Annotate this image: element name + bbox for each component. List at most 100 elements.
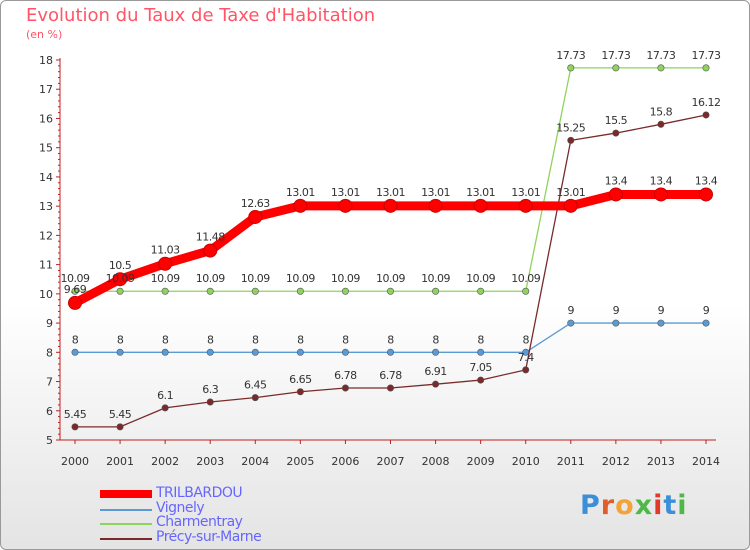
legend-swatch-charmentray xyxy=(100,523,152,525)
series-point-3 xyxy=(612,129,620,137)
data-label-3: 5.45 xyxy=(109,408,132,421)
data-label-0: 13.01 xyxy=(511,186,540,199)
series-point-3 xyxy=(341,384,349,392)
series-point-0 xyxy=(68,295,82,310)
y-tick-label: 12 xyxy=(39,229,53,242)
data-label-1: 9 xyxy=(568,304,575,317)
legend-swatch-vignely xyxy=(100,509,152,511)
legend-label-charmentray: Charmentray xyxy=(156,514,243,530)
series-point-3 xyxy=(702,111,710,119)
data-label-1: 8 xyxy=(297,333,304,346)
series-point-1 xyxy=(702,319,710,327)
series-point-0 xyxy=(158,256,173,271)
logo-letter: o xyxy=(615,490,635,521)
series-point-3 xyxy=(657,120,665,128)
series-point-3 xyxy=(161,404,169,412)
series-point-3 xyxy=(71,423,79,431)
x-tick-label: 2013 xyxy=(647,455,675,468)
series-point-3 xyxy=(477,376,485,384)
data-label-2: 17.73 xyxy=(601,49,630,62)
series-point-0 xyxy=(293,198,308,213)
data-label-3: 5.45 xyxy=(64,408,87,421)
legend-label-trilbardou: TRILBARDOU xyxy=(156,485,243,501)
series-point-2 xyxy=(386,287,394,295)
series-point-1 xyxy=(296,348,304,356)
data-label-1: 8 xyxy=(252,333,259,346)
data-label-2: 10.09 xyxy=(376,272,405,285)
legend-swatch-trilbardou xyxy=(100,490,152,498)
x-tick-label: 2000 xyxy=(61,455,89,468)
x-tick-label: 2009 xyxy=(467,455,495,468)
series-point-3 xyxy=(386,384,394,392)
data-label-3: 6.78 xyxy=(334,369,357,382)
data-label-3: 15.5 xyxy=(605,114,628,127)
data-label-1: 8 xyxy=(162,333,169,346)
series-point-0 xyxy=(653,187,668,202)
y-tick-label: 6 xyxy=(46,405,53,418)
series-point-2 xyxy=(612,64,620,72)
data-label-3: 7.4 xyxy=(518,351,534,364)
data-label-0: 13.4 xyxy=(695,174,718,187)
data-label-2: 10.09 xyxy=(241,272,270,285)
data-label-0: 13.01 xyxy=(466,186,495,199)
data-label-1: 8 xyxy=(117,333,124,346)
series-point-0 xyxy=(428,198,443,213)
data-label-2: 10.09 xyxy=(196,272,225,285)
series-point-0 xyxy=(563,198,578,213)
y-tick-label: 9 xyxy=(46,317,53,330)
data-label-0: 12.63 xyxy=(241,197,270,210)
series-point-2 xyxy=(702,64,710,72)
data-label-0: 13.01 xyxy=(556,186,585,199)
data-label-2: 17.73 xyxy=(692,49,721,62)
series-point-2 xyxy=(71,287,79,295)
series-point-1 xyxy=(477,348,485,356)
series-point-0 xyxy=(473,198,488,213)
logo-letter: x xyxy=(634,490,654,521)
y-tick-label: 10 xyxy=(39,288,53,301)
data-label-0: 13.01 xyxy=(421,186,450,199)
x-tick-label: 2012 xyxy=(602,455,630,468)
series-point-1 xyxy=(432,348,440,356)
series-point-1 xyxy=(251,348,259,356)
series-point-2 xyxy=(341,287,349,295)
logo-letter: P xyxy=(580,490,601,521)
legend-swatch-precy xyxy=(100,538,152,540)
data-label-0: 10.5 xyxy=(109,259,132,272)
series-point-2 xyxy=(296,287,304,295)
legend-label-precy: Précy-sur-Marne xyxy=(156,529,262,545)
y-tick-label: 17 xyxy=(39,83,53,96)
data-label-1: 8 xyxy=(522,333,529,346)
data-label-2: 10.09 xyxy=(511,272,540,285)
series-point-3 xyxy=(116,423,124,431)
series-point-2 xyxy=(161,287,169,295)
logo-letter: t xyxy=(663,490,678,521)
logo-letter: i xyxy=(677,490,688,521)
data-label-1: 8 xyxy=(72,333,79,346)
series-point-0 xyxy=(113,272,128,287)
x-tick-label: 2008 xyxy=(422,455,450,468)
series-point-2 xyxy=(657,64,665,72)
chart-title: Evolution du Taux de Taxe d'Habitation xyxy=(26,5,376,26)
series-point-0 xyxy=(248,209,263,224)
series-point-2 xyxy=(251,287,259,295)
legend-label-vignely: Vignely xyxy=(156,500,205,516)
data-label-3: 7.05 xyxy=(469,361,492,374)
data-label-0: 13.4 xyxy=(605,174,628,187)
series-point-0 xyxy=(608,187,623,202)
x-tick-label: 2003 xyxy=(196,455,224,468)
data-label-2: 10.09 xyxy=(331,272,360,285)
series-point-1 xyxy=(386,348,394,356)
series-point-1 xyxy=(161,348,169,356)
series-point-3 xyxy=(567,136,575,144)
data-label-1: 9 xyxy=(613,304,620,317)
data-label-3: 6.65 xyxy=(289,373,312,386)
series-point-2 xyxy=(522,287,530,295)
data-label-2: 10.09 xyxy=(421,272,450,285)
series-point-3 xyxy=(206,398,214,406)
series-point-1 xyxy=(341,348,349,356)
series-point-2 xyxy=(567,64,575,72)
x-tick-label: 2007 xyxy=(377,455,405,468)
data-label-3: 16.12 xyxy=(692,96,721,109)
series-point-3 xyxy=(251,394,259,402)
